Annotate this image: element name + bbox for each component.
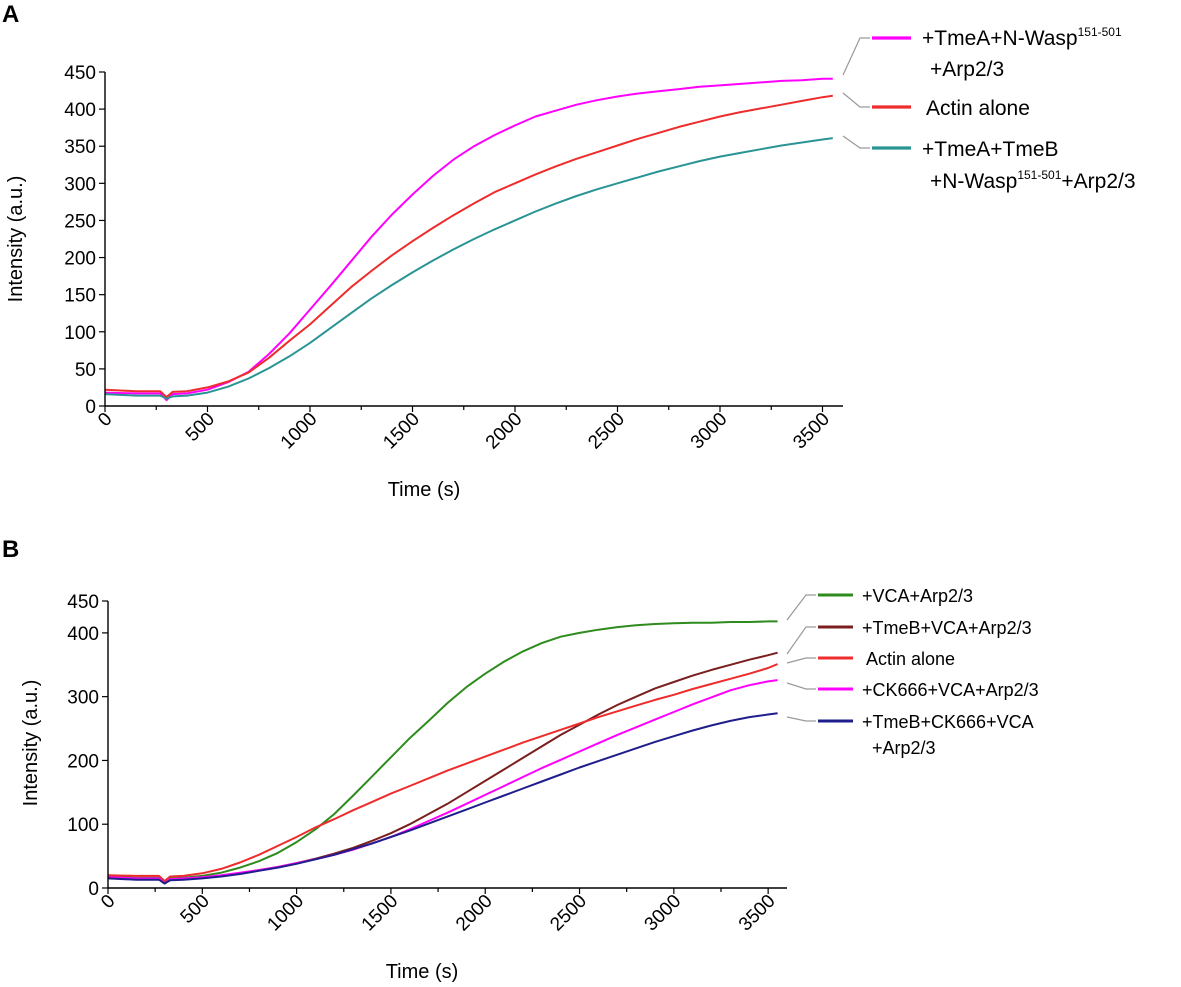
panel-b-series-magenta: [107, 679, 778, 885]
panel-a-y-tick-label: 150: [64, 286, 96, 307]
panel-a-series-teal: [104, 137, 833, 400]
leader-a-1: [842, 37, 870, 76]
legend-b-label-5: +TmeB+CK666+VCA: [862, 712, 1034, 732]
panel-b-x-tick-label: 3000: [641, 891, 686, 936]
panel-b-x-tick-label: 2000: [452, 891, 497, 936]
panel-a-y-tick-label: 400: [64, 100, 96, 121]
panel-b-x-axis-title: Time (s): [386, 961, 459, 983]
panel-b-series-blue: [107, 712, 778, 885]
panel-b-series-brown: [107, 651, 778, 885]
legend-a-label-1-main: +TmeA+N-Wasp: [922, 27, 1078, 50]
panel-a-x-tick-label: 2000: [482, 409, 527, 454]
panel-b-chart: 0 100 200 300 400 450 0 500 1000 1500 2000 2500 3000…: [20, 586, 1039, 983]
panel-b-x-tick-label: 1000: [263, 891, 308, 936]
panel-a-y-tick-label: 350: [64, 137, 96, 158]
panel-a-x-tick-label: 2500: [584, 409, 629, 454]
legend-a-label-2: Actin alone: [926, 97, 1030, 120]
legend-a-label-3-sup: 151-501: [1017, 168, 1061, 182]
panel-b-x-tick-label: 2500: [546, 891, 591, 936]
legend-b-label-3: Actin alone: [866, 649, 955, 669]
leader-b-2: [786, 626, 816, 655]
panel-a-y-tick-label: 50: [75, 360, 96, 381]
panel-b-y-tick-label: 400: [67, 624, 99, 645]
panel-b-legend: +VCA+Arp2/3 +TmeB+VCA+Arp2/3 Actin alone…: [786, 586, 1039, 758]
leader-a-3: [842, 135, 870, 149]
panel-a-y-tick-label: 250: [64, 211, 96, 232]
panel-a-x-tick-label: 3500: [789, 409, 834, 454]
panel-a-y-tick-label: 0: [85, 397, 96, 418]
leader-a-2: [842, 92, 870, 108]
panel-label-a: A: [2, 1, 19, 28]
panel-b-x-tick-label: 0: [97, 891, 119, 913]
leader-b-3: [786, 657, 816, 664]
legend-b-label-4: +CK666+VCA+Arp2/3: [862, 680, 1039, 700]
legend-b-label-2: +TmeB+VCA+Arp2/3: [862, 618, 1032, 638]
leader-b-1: [786, 594, 816, 621]
panel-a-y-axis-title: Intensity (a.u.): [5, 176, 27, 303]
legend-b-label-1: +VCA+Arp2/3: [862, 586, 973, 606]
panel-a-x-axis-title: Time (s): [388, 479, 461, 501]
leader-b-4: [786, 682, 816, 690]
panel-a-y-tick-label: 300: [64, 174, 96, 195]
legend-a-label-3-line2-tail: +Arp2/3: [1061, 170, 1135, 193]
legend-a-label-3-line2-main: +N-Wasp: [930, 170, 1017, 193]
legend-a-label-3-line2: +N-Wasp151-501+Arp2/3: [930, 168, 1136, 193]
panel-a-series-magenta: [104, 77, 833, 402]
legend-a-label-3: +TmeA+TmeB: [922, 138, 1059, 161]
panel-a-series-red: [104, 94, 833, 399]
panel-a-y-tick-label: 450: [64, 63, 96, 84]
panel-b-y-tick-label: 450: [67, 592, 99, 613]
leader-b-5: [786, 716, 816, 722]
panel-b-x-tick-label: 1500: [358, 891, 403, 936]
legend-a-label-1: +TmeA+N-Wasp151-501: [922, 25, 1122, 50]
legend-a-label-1-sup: 151-501: [1078, 25, 1122, 39]
panel-a-legend: +TmeA+N-Wasp151-501 +Arp2/3 Actin alone …: [842, 25, 1136, 193]
panel-b-x-tick-label: 500: [177, 891, 214, 928]
panel-b-x-tick-label: 3500: [735, 891, 780, 936]
legend-a-label-1-line2: +Arp2/3: [930, 58, 1004, 81]
panel-a-chart: 0 50 100 150 200 250 300 350 400 450 0 500 1000 1500 2…: [5, 25, 1136, 501]
panel-b-y-tick-label: 300: [67, 688, 99, 709]
panel-a-x-tick-label: 1000: [277, 409, 322, 454]
panel-a-y-tick-label: 200: [64, 249, 96, 270]
panel-label-b: B: [2, 536, 19, 563]
panel-b-y-tick-label: 200: [67, 751, 99, 772]
panel-b-y-tick-label: 0: [88, 879, 99, 900]
panel-b-series-red: [107, 663, 778, 882]
panel-b-y-tick-label: 100: [67, 815, 99, 836]
legend-b-label-5-line2: +Arp2/3: [872, 738, 936, 758]
panel-a-x-tick-label: 0: [94, 409, 116, 431]
panel-a-x-tick-label: 3000: [687, 409, 732, 454]
panel-b-y-axis-title: Intensity (a.u.): [20, 680, 42, 807]
panel-a-x-tick-label: 1500: [379, 409, 424, 454]
panel-a-y-tick-label: 100: [64, 323, 96, 344]
panel-b-series-green: [107, 620, 778, 884]
panel-a-x-tick-label: 500: [182, 409, 219, 446]
